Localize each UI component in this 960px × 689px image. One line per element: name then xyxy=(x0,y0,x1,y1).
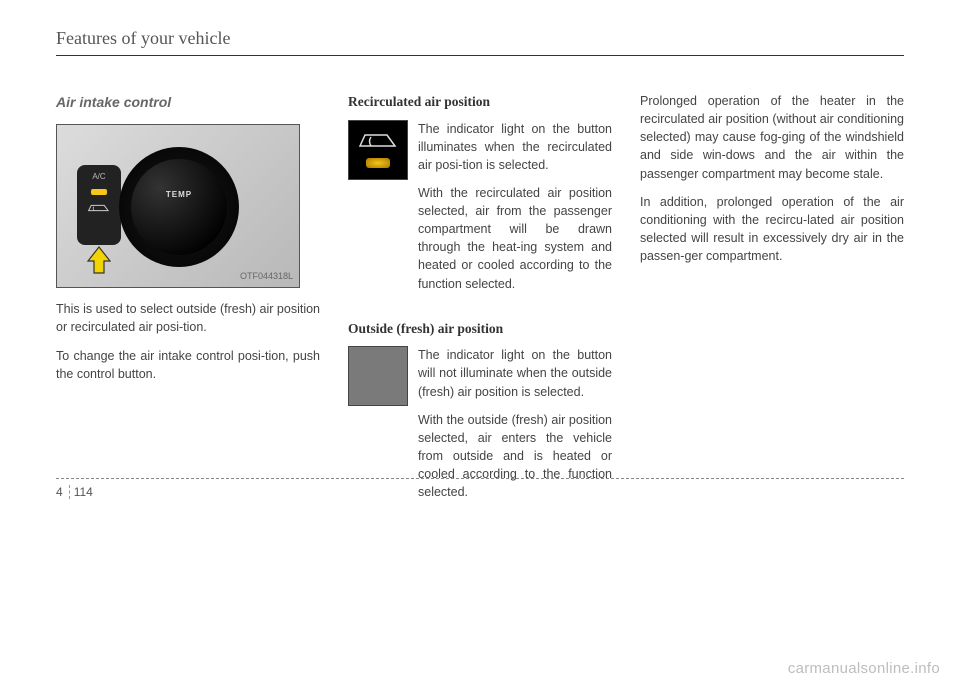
page-footer: 4 114 xyxy=(56,478,904,501)
temp-dial: TEMP xyxy=(119,147,239,267)
recirc-p1: The indicator light on the button illumi… xyxy=(418,120,612,174)
col1-para-1: This is used to select outside (fresh) a… xyxy=(56,300,320,336)
col3-para-2: In addition, prolonged operation of the … xyxy=(640,193,904,266)
button-panel: A/C xyxy=(77,165,121,245)
outside-icon xyxy=(348,346,408,406)
column-1: Air intake control A/C TEMP xyxy=(56,92,320,527)
recirc-p2: With the recirculated air position selec… xyxy=(418,184,612,293)
indicator-led-icon xyxy=(91,189,107,195)
recirculated-block: The indicator light on the button illumi… xyxy=(348,120,612,303)
car-outline-icon xyxy=(357,131,399,154)
fresh-p1: The indicator light on the button will n… xyxy=(418,346,612,400)
page-number: 4 114 xyxy=(56,485,93,499)
led-on-icon xyxy=(366,158,390,168)
temp-label: TEMP xyxy=(166,189,192,201)
column-2: Recirculated air position The indicator … xyxy=(348,92,612,527)
col1-para-2: To change the air intake control posi-ti… xyxy=(56,347,320,383)
header-title: Features of your vehicle xyxy=(56,28,904,56)
recirculate-car-icon xyxy=(77,201,121,220)
recirculated-heading: Recirculated air position xyxy=(348,92,612,112)
arrow-up-icon xyxy=(86,245,112,280)
page-number-value: 114 xyxy=(74,485,93,499)
column-3: Prolonged operation of the heater in the… xyxy=(640,92,904,527)
air-intake-heading: Air intake control xyxy=(56,92,320,112)
outside-heading: Outside (fresh) air position xyxy=(348,319,612,339)
content-columns: Air intake control A/C TEMP xyxy=(56,92,904,527)
recirculated-icon xyxy=(348,120,408,180)
manual-page: Features of your vehicle Air intake cont… xyxy=(0,0,960,547)
dial-inner: TEMP xyxy=(131,159,227,255)
watermark-text: carmanualsonline.info xyxy=(788,660,940,677)
figure-code: OTF044318L xyxy=(240,270,293,283)
control-dial-figure: A/C TEMP xyxy=(56,124,300,288)
col3-para-1: Prolonged operation of the heater in the… xyxy=(640,92,904,183)
ac-label: A/C xyxy=(77,165,121,183)
chapter-number: 4 xyxy=(56,485,70,499)
recirculated-text: The indicator light on the button illumi… xyxy=(418,120,612,303)
